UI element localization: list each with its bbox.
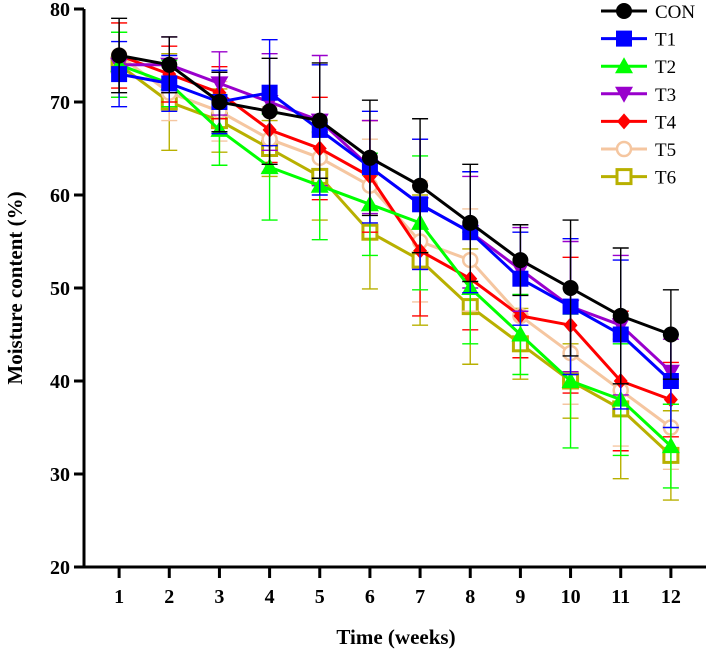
legend: CON T1 T2 T3 T4 T5 T6 bbox=[601, 2, 695, 189]
legend-label: T4 bbox=[655, 112, 677, 133]
legend-marker bbox=[615, 57, 633, 74]
legend-item-t3: T3 bbox=[601, 85, 676, 106]
series-line bbox=[118, 63, 672, 448]
series-line bbox=[118, 54, 672, 402]
series-con bbox=[111, 17, 679, 385]
series-t4 bbox=[111, 22, 679, 452]
data-point bbox=[111, 47, 128, 64]
x-tick-label: 1 bbox=[114, 586, 124, 608]
x-tick-label: 2 bbox=[164, 586, 174, 608]
y-ticks: 20 30 40 50 60 70 80 bbox=[50, 0, 84, 579]
data-point bbox=[412, 177, 429, 194]
legend-item-t4: T4 bbox=[601, 112, 677, 133]
y-tick-label: 70 bbox=[50, 92, 70, 114]
series-t3 bbox=[110, 31, 680, 405]
legend-label: T6 bbox=[655, 168, 676, 189]
data-point bbox=[612, 307, 629, 324]
data-point bbox=[462, 214, 479, 231]
y-tick-label: 40 bbox=[50, 371, 70, 393]
legend-item-t2: T2 bbox=[601, 57, 676, 78]
x-axis-label: Time (weeks) bbox=[336, 625, 455, 649]
data-point bbox=[661, 437, 680, 454]
x-tick-label: 3 bbox=[214, 586, 224, 608]
y-tick-label: 30 bbox=[50, 464, 70, 486]
y-tick-label: 50 bbox=[50, 278, 70, 300]
x-tick-label: 9 bbox=[515, 586, 525, 608]
data-point bbox=[161, 56, 178, 73]
series-line bbox=[118, 63, 672, 457]
legend-label: T2 bbox=[655, 57, 676, 78]
x-tick-label: 10 bbox=[561, 586, 581, 608]
legend-item-t5: T5 bbox=[601, 140, 676, 161]
x-ticks: 1 2 3 4 5 6 7 8 9 10 11 12 bbox=[114, 567, 681, 608]
data-point bbox=[311, 112, 328, 129]
data-point bbox=[211, 94, 228, 110]
legend-marker bbox=[615, 140, 633, 158]
y-tick-label: 20 bbox=[50, 557, 70, 579]
data-point bbox=[662, 326, 679, 343]
data-point bbox=[561, 372, 580, 388]
data-point bbox=[361, 149, 378, 166]
data-point bbox=[261, 103, 278, 120]
data-point bbox=[512, 252, 529, 269]
legend-marker bbox=[615, 86, 633, 103]
x-tick-label: 4 bbox=[265, 586, 275, 608]
data-point bbox=[562, 280, 579, 296]
plot-series bbox=[110, 17, 680, 501]
legend-marker bbox=[616, 3, 632, 19]
legend-label: T5 bbox=[655, 140, 676, 161]
y-tick-label: 60 bbox=[50, 185, 70, 207]
legend-item-con: CON bbox=[601, 2, 695, 23]
series-t2 bbox=[110, 31, 680, 489]
data-point bbox=[511, 325, 530, 342]
legend-label: T1 bbox=[655, 30, 676, 51]
y-tick-label: 80 bbox=[50, 0, 70, 21]
legend-label: CON bbox=[655, 2, 695, 23]
data-point bbox=[260, 158, 279, 175]
legend-label: T3 bbox=[655, 85, 676, 106]
legend-item-t1: T1 bbox=[601, 30, 676, 51]
series-line bbox=[119, 63, 672, 373]
data-point bbox=[662, 373, 679, 389]
legend-marker bbox=[617, 113, 631, 130]
series-line bbox=[118, 72, 672, 383]
x-tick-label: 8 bbox=[465, 586, 475, 608]
x-tick-label: 7 bbox=[415, 586, 425, 608]
x-tick-label: 5 bbox=[315, 586, 325, 608]
legend-marker bbox=[615, 168, 633, 186]
legend-marker bbox=[616, 30, 632, 47]
legend-item-t6: T6 bbox=[601, 168, 676, 189]
x-tick-label: 6 bbox=[365, 586, 375, 608]
x-tick-label: 12 bbox=[661, 586, 681, 608]
series-line bbox=[118, 54, 672, 336]
y-axis-label: Moisture content (%) bbox=[3, 191, 27, 384]
series-line bbox=[118, 54, 672, 429]
x-tick-label: 11 bbox=[611, 586, 630, 608]
